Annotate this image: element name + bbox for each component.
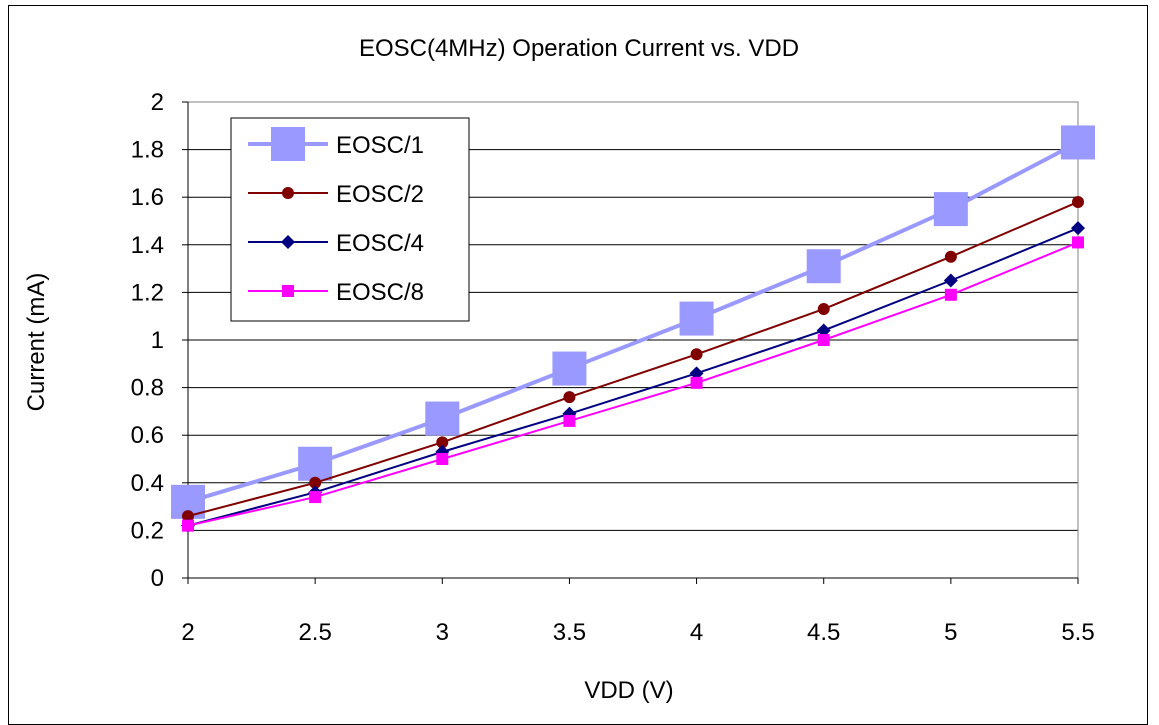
data-point bbox=[425, 401, 460, 436]
series-line bbox=[187, 227, 1079, 527]
data-point bbox=[1072, 236, 1084, 249]
legend-label: EOSC/4 bbox=[336, 230, 424, 257]
x-axis-label: VDD (V) bbox=[584, 677, 673, 704]
data-point bbox=[944, 288, 957, 301]
legend-label: EOSC/2 bbox=[336, 181, 424, 208]
series-eosc-8 bbox=[182, 236, 1084, 532]
series-eosc-2 bbox=[182, 195, 1084, 523]
legend-marker bbox=[281, 235, 295, 249]
data-point bbox=[944, 250, 957, 263]
data-point bbox=[690, 348, 703, 361]
data-point bbox=[1071, 221, 1085, 236]
y-tick-label: 2 bbox=[151, 89, 164, 116]
legend-label: EOSC/8 bbox=[336, 279, 424, 306]
x-tick-label: 4 bbox=[690, 619, 703, 646]
x-tick-label: 5.5 bbox=[1061, 619, 1094, 646]
data-point bbox=[552, 351, 587, 386]
data-point bbox=[817, 303, 830, 316]
x-tick-label: 4.5 bbox=[807, 619, 840, 646]
data-point bbox=[1072, 195, 1084, 208]
data-point bbox=[690, 376, 703, 389]
data-point bbox=[933, 192, 968, 227]
data-point bbox=[1061, 125, 1095, 160]
legend-marker bbox=[282, 285, 294, 297]
data-point bbox=[436, 453, 449, 465]
x-tick-label: 5 bbox=[944, 619, 957, 646]
x-tick-label: 3.5 bbox=[553, 619, 586, 646]
legend-marker bbox=[271, 127, 305, 161]
x-tick-label: 2.5 bbox=[298, 619, 331, 646]
data-point bbox=[563, 414, 576, 427]
data-point bbox=[298, 446, 333, 481]
y-tick-label: 0.8 bbox=[131, 375, 164, 402]
series-group bbox=[171, 125, 1095, 533]
y-tick-label: 0 bbox=[151, 565, 164, 592]
data-point bbox=[563, 391, 576, 404]
legend: EOSC/1 EOSC/2 EOSC/4 EOSC/8 bbox=[230, 117, 470, 322]
series-line bbox=[187, 140, 1079, 504]
data-point bbox=[817, 334, 830, 346]
axes: 0 0.2 0.4 0.6 0.8 1 1.2 1.4 1.6 1.8 2 2 2.5 3 3.5 4 4.5 5… bbox=[131, 89, 1095, 646]
data-point bbox=[816, 323, 831, 338]
legend-label: EOSC/1 bbox=[336, 132, 424, 159]
data-point bbox=[182, 510, 194, 523]
data-point bbox=[436, 436, 449, 449]
data-point bbox=[309, 476, 322, 489]
legend-marker bbox=[282, 187, 294, 199]
y-tick-label: 1.4 bbox=[131, 232, 164, 259]
y-tick-label: 1.2 bbox=[131, 279, 164, 306]
series-eosc-1 bbox=[171, 125, 1095, 519]
y-tick-label: 0.6 bbox=[131, 422, 164, 449]
series-line bbox=[187, 201, 1079, 518]
x-tick-label: 2 bbox=[181, 619, 194, 646]
data-point bbox=[806, 249, 841, 284]
y-axis-label: Current (mA) bbox=[23, 273, 50, 412]
series-line bbox=[187, 241, 1079, 527]
legend-item: EOSC/8 bbox=[248, 279, 424, 306]
chart-title: EOSC(4MHz) Operation Current vs. VDD bbox=[359, 35, 799, 62]
legend-box bbox=[230, 117, 470, 322]
data-point bbox=[309, 491, 322, 504]
legend-item: EOSC/1 bbox=[248, 127, 424, 161]
y-tick-label: 0.4 bbox=[131, 470, 164, 497]
data-point bbox=[182, 519, 194, 532]
data-point bbox=[679, 301, 714, 336]
y-tick-label: 0.2 bbox=[131, 517, 164, 544]
x-tick-label: 3 bbox=[436, 619, 449, 646]
y-tick-label: 1 bbox=[151, 327, 164, 354]
legend-item: EOSC/2 bbox=[248, 181, 424, 208]
legend-item: EOSC/4 bbox=[248, 230, 424, 257]
y-tick-label: 1.6 bbox=[131, 184, 164, 211]
y-tick-label: 1.8 bbox=[131, 137, 164, 164]
data-point bbox=[689, 366, 704, 381]
data-point bbox=[943, 273, 958, 288]
